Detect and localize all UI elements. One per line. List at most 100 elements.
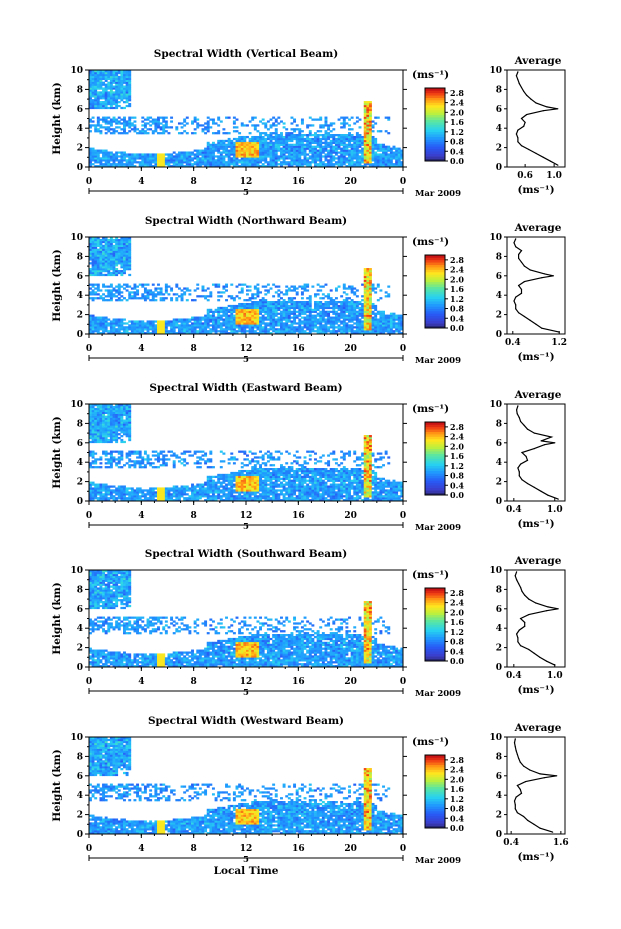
heatmap-cell [91, 417, 95, 420]
heatmap-cell [253, 312, 257, 315]
heatmap-cell [154, 165, 158, 168]
heatmap-cell [256, 149, 260, 152]
heatmap-cell [109, 322, 113, 325]
heatmap-cell [123, 77, 126, 80]
colorbar-tick-label: 0.8 [450, 137, 464, 147]
heatmap-cell [238, 320, 242, 323]
heatmap-cell [235, 143, 239, 146]
heatmap-cell [400, 163, 404, 166]
heatmap-cell [115, 415, 119, 418]
average-profile-point [523, 265, 526, 267]
heatmap-cell [225, 165, 228, 168]
colorbar-band [425, 325, 445, 329]
heatmap-cell [371, 326, 375, 329]
heatmap-cell [112, 128, 116, 131]
average-profile-point [515, 238, 517, 240]
heatmap-cell [102, 320, 105, 323]
heatmap-cell [96, 264, 100, 267]
heatmap-cell [397, 330, 401, 333]
heatmap-cell [141, 328, 145, 331]
heatmap-cell [188, 161, 192, 164]
heatmap-cell [130, 332, 134, 335]
heatmap-cell [227, 163, 231, 166]
heatmap-cell [235, 155, 239, 158]
colorbar-band [425, 310, 445, 314]
heatmap-cell [298, 145, 302, 148]
heatmap-cell [306, 289, 310, 292]
heatmap-cell [146, 122, 150, 125]
heatmap-cell [256, 161, 260, 164]
heatmap-cell [99, 260, 103, 263]
heatmap-cell [112, 163, 116, 166]
heatmap-cell [99, 419, 103, 422]
heatmap-cell [298, 147, 302, 150]
heatmap-cell [314, 139, 317, 143]
heatmap-cell [363, 110, 367, 113]
heatmap-cell [91, 415, 95, 418]
heatmap-cell [342, 314, 346, 317]
heatmap-cell [107, 165, 111, 168]
heatmap-cell [96, 97, 100, 100]
heatmap-cell [311, 153, 315, 156]
heatmap-cell [123, 429, 126, 432]
heatmap-cell [298, 328, 302, 331]
heatmap-cell [290, 330, 294, 333]
heatmap-cell [251, 316, 255, 319]
heatmap-cell [274, 141, 278, 145]
heatmap-cell [248, 326, 252, 329]
heatmap-cell [170, 330, 174, 333]
heatmap-cell [107, 264, 111, 267]
heatmap-cell [130, 128, 134, 131]
heatmap-cell [253, 163, 257, 166]
heatmap-cell [358, 141, 362, 145]
heatmap-cell [243, 163, 247, 166]
heatmap-cell [392, 318, 396, 321]
heatmap-cell [102, 157, 105, 160]
heatmap-cell [324, 322, 328, 325]
heatmap-cell [89, 79, 92, 82]
heatmap-cell [240, 289, 244, 292]
heatmap-cell [319, 159, 323, 162]
heatmap-cell [306, 143, 310, 146]
y-tick-label: 10 [70, 66, 83, 76]
heatmap-cell [204, 165, 208, 168]
heatmap-cell [306, 283, 310, 286]
heatmap-cell [175, 153, 179, 156]
heatmap-cell [206, 124, 210, 127]
heatmap-cell [261, 141, 265, 145]
heatmap-cell [109, 83, 113, 86]
heatmap-cell [387, 326, 391, 329]
heatmap-cell [308, 332, 312, 335]
heatmap-cell [123, 242, 126, 246]
heatmap-cell [117, 293, 121, 296]
heatmap-cell [256, 312, 260, 315]
heatmap-cell [120, 273, 124, 277]
heatmap-cell [342, 328, 346, 331]
heatmap-cell [109, 77, 113, 80]
heatmap-cell [125, 246, 129, 249]
heatmap-cell [246, 141, 249, 145]
heatmap-cell [264, 332, 268, 335]
heatmap-cell [159, 320, 163, 323]
heatmap-cell [211, 147, 215, 150]
heatmap-cell [363, 271, 367, 275]
heatmap-cell [332, 145, 336, 148]
heatmap-cell [264, 328, 268, 331]
heatmap-cell [392, 145, 396, 148]
heatmap-cell [89, 91, 92, 94]
heatmap-cell [384, 153, 388, 156]
heatmap-cell [183, 151, 187, 154]
heatmap-cell [109, 81, 113, 84]
heatmap-cell [112, 159, 116, 162]
heatmap-cell [266, 291, 270, 294]
heatmap-cell [240, 332, 244, 335]
heatmap-cell [329, 159, 333, 162]
heatmap-cell [185, 151, 189, 154]
heatmap-cell [206, 312, 210, 315]
heatmap-cell [94, 328, 98, 331]
heatmap-cell [363, 299, 367, 302]
heatmap-cell [91, 320, 95, 323]
heatmap-cell [327, 149, 331, 152]
heatmap-cell [112, 153, 116, 156]
heatmap-cell [109, 438, 113, 442]
